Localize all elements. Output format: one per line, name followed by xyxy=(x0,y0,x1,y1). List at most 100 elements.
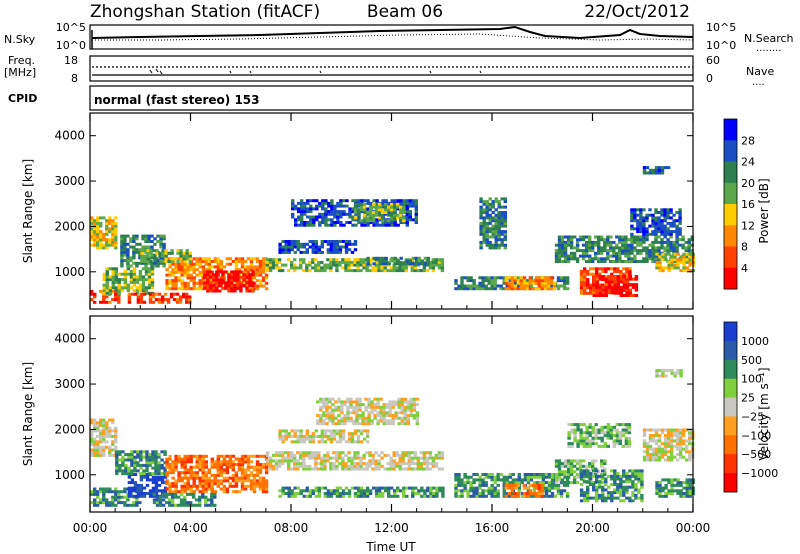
heatmap-cell xyxy=(610,285,614,289)
heatmap-cell xyxy=(186,492,190,496)
heatmap-cell xyxy=(565,494,570,498)
heatmap-cell xyxy=(290,240,294,243)
heatmap-cell xyxy=(252,465,257,469)
heatmap-cell xyxy=(344,248,349,252)
heatmap-cell xyxy=(569,257,574,261)
heatmap-cell xyxy=(278,434,282,438)
heatmap-cell xyxy=(151,450,155,454)
heatmap-cell xyxy=(183,487,187,491)
heatmap-cell xyxy=(554,475,559,479)
heatmap-cell xyxy=(299,258,303,262)
heatmap-cell xyxy=(174,465,178,469)
heatmap-cell xyxy=(637,480,641,484)
heatmap-cell xyxy=(334,400,338,404)
heatmap-cell xyxy=(627,238,631,242)
y-tick-label: 3000 xyxy=(54,174,85,188)
heatmap-cell xyxy=(165,473,169,477)
heatmap-cell xyxy=(380,486,385,490)
heatmap-cell xyxy=(493,492,497,495)
heatmap-cell xyxy=(579,283,584,287)
heatmap-cell xyxy=(601,499,605,503)
heatmap-cell xyxy=(212,289,216,293)
heatmap-cell xyxy=(323,459,327,463)
heatmap-cell xyxy=(654,216,658,220)
heatmap-cell xyxy=(496,489,500,493)
heatmap-cell xyxy=(651,232,655,236)
heatmap-cell xyxy=(228,476,233,480)
heatmap-cell xyxy=(314,486,318,490)
heatmap-cell xyxy=(414,486,418,490)
heatmap-cell xyxy=(631,499,635,503)
heatmap-cell xyxy=(472,481,476,485)
heatmap-cell xyxy=(362,260,366,264)
heatmap-cell xyxy=(500,243,504,247)
heatmap-cell xyxy=(634,285,639,289)
heatmap-cell xyxy=(357,215,361,219)
heatmap-cell xyxy=(329,242,334,246)
heatmap-cell xyxy=(317,248,321,252)
heatmap-cell xyxy=(625,491,629,495)
heatmap-cell xyxy=(203,286,207,290)
heatmap-cell xyxy=(651,246,655,250)
heatmap-cell xyxy=(323,269,327,273)
heatmap-cell xyxy=(654,431,659,435)
heatmap-cell xyxy=(105,445,109,449)
heatmap-cell xyxy=(563,257,568,261)
heatmap-cell xyxy=(685,252,689,256)
heatmap-cell xyxy=(293,462,297,466)
heatmap-cell xyxy=(394,416,398,420)
heatmap-cell xyxy=(346,411,350,415)
heatmap-cell xyxy=(255,268,260,272)
heatmap-cell xyxy=(494,232,498,236)
heatmap-cell xyxy=(261,262,266,266)
heatmap-cell xyxy=(475,489,479,493)
heatmap-cell xyxy=(297,218,301,222)
heatmap-cell xyxy=(305,266,309,270)
heatmap-cell xyxy=(201,484,205,488)
heatmap-cell xyxy=(598,493,602,497)
heatmap-cell xyxy=(255,471,260,475)
heatmap-cell xyxy=(142,486,147,490)
heatmap-cell xyxy=(111,280,115,284)
heatmap-cell xyxy=(523,475,528,479)
heatmap-cell xyxy=(601,469,605,473)
heatmap-cell xyxy=(569,462,574,466)
heatmap-cell xyxy=(90,443,94,446)
heatmap-cell xyxy=(324,218,328,222)
heatmap-cell xyxy=(233,270,237,274)
heatmap-cell xyxy=(648,436,653,440)
heatmap-cell xyxy=(299,464,303,468)
heatmap-cell xyxy=(174,281,178,285)
heatmap-cell xyxy=(619,488,623,492)
heatmap-cell xyxy=(438,489,442,493)
heatmap-cell xyxy=(481,483,485,487)
heatmap-cell xyxy=(364,422,368,426)
heatmap-cell xyxy=(362,208,367,212)
heatmap-cell xyxy=(370,400,374,404)
heatmap-cell xyxy=(317,486,321,490)
heatmap-cell xyxy=(419,467,423,471)
heatmap-cell xyxy=(338,260,342,264)
heatmap-cell xyxy=(136,300,141,304)
heatmap-cell xyxy=(676,258,680,262)
heatmap-cell xyxy=(494,200,498,204)
heatmap-cell xyxy=(216,465,220,469)
heatmap-cell xyxy=(562,284,567,288)
heatmap-cell xyxy=(410,451,414,455)
heatmap-cell xyxy=(154,450,158,454)
heatmap-cell xyxy=(171,273,175,277)
heatmap-cell xyxy=(240,479,245,483)
heatmap-cell xyxy=(411,218,415,222)
heatmap-cell xyxy=(144,286,149,290)
heatmap-cell xyxy=(114,270,118,273)
heatmap-cell xyxy=(96,445,100,449)
heatmap-cell xyxy=(575,260,580,263)
heatmap-cell xyxy=(384,489,388,493)
heatmap-cell xyxy=(535,475,540,479)
heatmap-cell xyxy=(346,408,350,412)
heatmap-cell xyxy=(569,254,574,258)
heatmap-cell xyxy=(315,207,319,211)
heatmap-cell xyxy=(497,235,501,239)
heatmap-cell xyxy=(93,453,97,457)
heatmap-cell xyxy=(108,278,112,282)
